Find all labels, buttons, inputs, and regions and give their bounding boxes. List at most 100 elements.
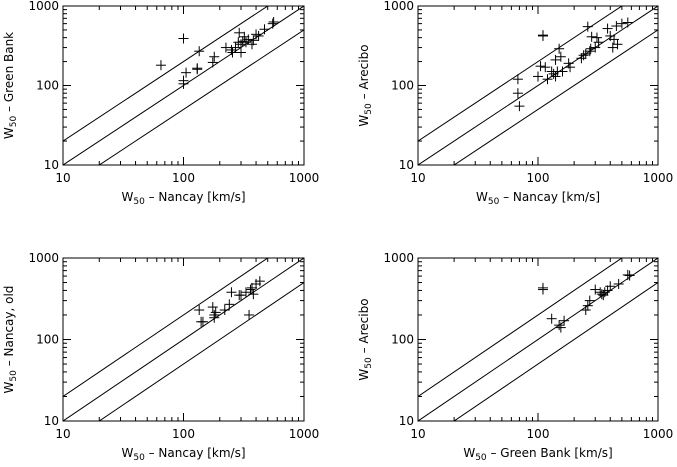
data-point xyxy=(253,30,264,41)
data-point xyxy=(555,322,566,333)
data-point xyxy=(248,289,259,300)
data-point xyxy=(550,54,561,65)
y-label-rest: – Arecibo xyxy=(357,44,371,103)
data-point xyxy=(584,295,595,306)
data-point xyxy=(210,307,221,318)
data-point xyxy=(555,51,566,62)
data-point xyxy=(540,62,551,73)
reference-line xyxy=(63,258,269,397)
tick-marks xyxy=(417,258,658,422)
y-tick-label: 1000 xyxy=(383,0,414,13)
y-label-rest: – Green Bank xyxy=(2,32,16,116)
data-point xyxy=(220,42,231,53)
data-point xyxy=(563,58,574,69)
data-point xyxy=(267,18,278,29)
data-point xyxy=(209,312,220,323)
x-label-main: W xyxy=(121,190,133,204)
data-point xyxy=(219,305,230,316)
y-tick-label: 100 xyxy=(36,333,59,347)
data-point xyxy=(580,305,591,316)
y-tick-label: 1000 xyxy=(383,251,414,265)
x-axis-label: W50 – Green Bank [km/s] xyxy=(463,446,612,463)
data-point xyxy=(259,24,270,35)
data-points xyxy=(194,276,265,327)
y-label-rest: – Nancay, old xyxy=(2,286,16,371)
x-label-rest: – Nancay [km/s] xyxy=(499,190,600,204)
reference-line xyxy=(418,258,658,421)
data-point xyxy=(591,32,602,43)
data-point xyxy=(582,300,593,311)
x-tick-label: 100 xyxy=(527,427,550,441)
x-label-main: W xyxy=(121,446,133,460)
data-point xyxy=(622,269,633,280)
data-point xyxy=(602,285,613,296)
reference-line xyxy=(63,258,304,421)
data-point xyxy=(550,71,561,82)
x-label-rest: – Green Bank [km/s] xyxy=(487,446,613,460)
data-point xyxy=(246,39,257,50)
reference-line xyxy=(418,6,623,142)
reference-line xyxy=(418,6,658,165)
x-tick-label: 10 xyxy=(410,427,425,441)
data-point xyxy=(197,316,208,327)
x-tick-label: 10 xyxy=(410,171,425,185)
data-point xyxy=(224,299,235,310)
data-point xyxy=(178,33,189,44)
x-tick-label: 1000 xyxy=(643,427,674,441)
data-point xyxy=(234,27,245,38)
y-label-main: W xyxy=(357,369,371,381)
data-point xyxy=(244,309,255,320)
data-point xyxy=(239,31,250,42)
x-axis-label: W50 – Nancay [km/s] xyxy=(121,190,245,207)
data-point xyxy=(230,42,241,53)
x-tick-label: 100 xyxy=(172,427,195,441)
data-point xyxy=(514,101,525,112)
data-point xyxy=(611,21,622,32)
y-tick-label: 100 xyxy=(36,79,59,93)
data-point xyxy=(546,313,557,324)
reference-lines xyxy=(63,258,304,421)
data-point xyxy=(535,61,546,72)
y-tick-label: 10 xyxy=(399,158,414,172)
data-point xyxy=(268,16,279,27)
data-point xyxy=(251,29,262,40)
data-point xyxy=(565,62,576,73)
data-point xyxy=(248,35,259,46)
x-tick-label: 100 xyxy=(172,171,195,185)
data-point xyxy=(586,31,597,42)
data-point xyxy=(181,67,192,78)
data-point xyxy=(616,18,627,29)
y-label-main: W xyxy=(2,127,16,139)
reference-line xyxy=(418,258,623,397)
data-point xyxy=(624,270,635,281)
data-point xyxy=(612,39,623,50)
reference-line xyxy=(98,282,304,421)
data-point xyxy=(533,71,543,82)
x-label-main: W xyxy=(463,446,475,460)
y-label-sub: 50 xyxy=(9,370,19,382)
data-point xyxy=(155,60,166,71)
x-label-main: W xyxy=(476,190,488,204)
y-label-rest: – Arecibo xyxy=(357,298,371,357)
data-point xyxy=(194,46,205,57)
data-point xyxy=(557,66,568,77)
y-tick-label: 10 xyxy=(44,158,59,172)
data-point xyxy=(240,287,251,298)
data-point xyxy=(245,284,256,295)
data-point xyxy=(585,43,596,54)
y-tick-label: 100 xyxy=(391,333,414,347)
data-point xyxy=(559,315,570,326)
x-axis-label: W50 – Nancay [km/s] xyxy=(476,190,600,207)
data-point xyxy=(602,23,613,34)
y-tick-label: 100 xyxy=(391,79,414,93)
y-axis-label: W50 – Green Bank xyxy=(2,32,19,139)
data-point xyxy=(613,278,624,289)
data-point xyxy=(512,88,523,99)
y-label-main: W xyxy=(2,381,16,393)
data-point xyxy=(254,276,265,287)
